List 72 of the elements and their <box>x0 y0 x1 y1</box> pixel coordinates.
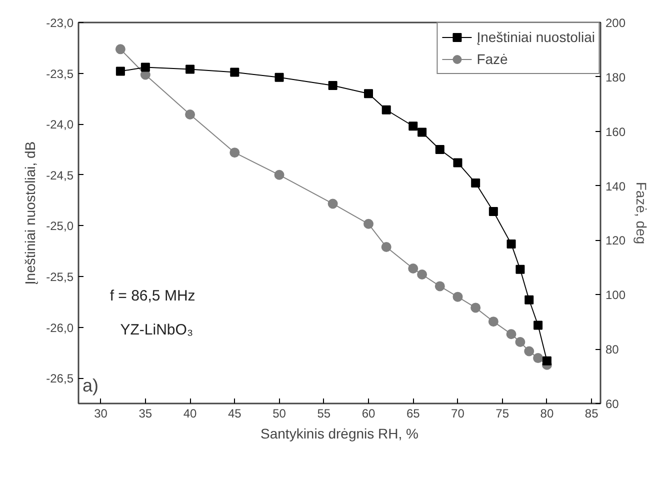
y2-axis-title: Fazė, deg <box>634 182 650 244</box>
y2-tick-label: 120 <box>606 234 626 248</box>
y-tick-label: -23,5 <box>46 66 74 81</box>
point <box>515 337 526 347</box>
y2-tick-label: 60 <box>606 397 620 411</box>
x-tick-label: 45 <box>228 406 242 420</box>
point <box>115 44 126 54</box>
point <box>230 68 240 77</box>
y-tick-label: -26,0 <box>46 320 74 335</box>
point <box>381 242 392 252</box>
point <box>328 80 338 90</box>
point <box>434 281 445 292</box>
y2-tick-label: 140 <box>606 179 626 194</box>
y2-tick-label: 80 <box>606 342 620 357</box>
point <box>452 292 463 302</box>
annotation: YZ-LiNbO₃ <box>120 322 194 339</box>
x-tick-label: 75 <box>496 406 510 420</box>
x-tick-label: 50 <box>272 406 286 420</box>
x-tick-label: 35 <box>138 406 152 420</box>
annotation: a) <box>82 376 99 396</box>
y-tick-label: -26,5 <box>46 372 74 386</box>
point <box>364 218 374 229</box>
point <box>230 148 240 158</box>
point <box>524 295 534 304</box>
point <box>116 66 125 76</box>
x-tick-label: 65 <box>406 406 420 420</box>
point <box>274 170 284 180</box>
x-tick-label: 70 <box>451 406 465 420</box>
y-tick-label: -25,0 <box>46 219 74 234</box>
point <box>524 346 534 356</box>
y-tick-label: -24,5 <box>46 168 74 182</box>
point <box>534 320 543 330</box>
point <box>435 145 444 154</box>
point <box>418 128 427 137</box>
x-tick-label: 85 <box>584 406 599 420</box>
point <box>516 264 525 274</box>
y-tick-label: -25,5 <box>46 270 74 284</box>
point <box>185 109 196 120</box>
point <box>364 89 373 98</box>
x-tick-label: 55 <box>317 406 331 420</box>
y2-tick-label: 160 <box>606 124 626 139</box>
point <box>506 329 516 340</box>
point <box>408 264 418 274</box>
y-axis-title: Įneštiniai nuostoliai, dB <box>22 141 38 285</box>
point <box>542 356 552 366</box>
point <box>506 239 516 248</box>
point <box>471 178 480 188</box>
y-tick-label: -24,0 <box>46 118 74 132</box>
point <box>382 105 391 114</box>
x-tick-label: 60 <box>362 406 376 420</box>
point <box>488 316 498 327</box>
point <box>470 302 481 313</box>
point <box>328 198 338 209</box>
x-tick-label: 80 <box>540 406 554 420</box>
point <box>417 270 428 280</box>
y2-tick-label: 200 <box>606 16 626 30</box>
point <box>488 206 498 216</box>
x-axis-title: Santykinis drėgnis RH, % <box>260 426 418 442</box>
annotation: f = 86,5 MHz <box>110 287 196 304</box>
x-tick-label: 40 <box>183 406 198 420</box>
point <box>453 158 462 168</box>
y-tick-label: -23,0 <box>46 16 74 30</box>
point <box>274 72 284 82</box>
legend-label: Fazė <box>476 51 508 67</box>
x-tick-label: 30 <box>94 406 108 420</box>
y2-tick-label: 100 <box>606 288 626 302</box>
y2-tick-label: 180 <box>606 70 626 84</box>
legend-label: Įneštiniai nuostoliai <box>476 29 595 45</box>
point <box>408 122 418 131</box>
point <box>533 353 544 364</box>
point <box>186 64 195 74</box>
point <box>140 62 150 72</box>
